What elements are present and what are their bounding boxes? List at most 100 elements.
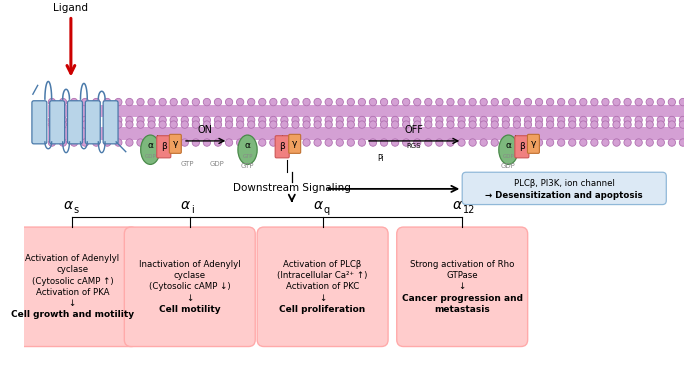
Circle shape xyxy=(314,116,321,124)
Circle shape xyxy=(646,116,653,124)
Circle shape xyxy=(270,99,277,106)
Circle shape xyxy=(635,139,643,146)
Circle shape xyxy=(236,139,244,146)
Circle shape xyxy=(92,139,100,146)
Circle shape xyxy=(547,121,553,128)
Circle shape xyxy=(590,121,598,128)
Circle shape xyxy=(590,99,598,106)
Text: OFF: OFF xyxy=(405,125,423,135)
Circle shape xyxy=(103,99,111,106)
Circle shape xyxy=(270,139,277,146)
Circle shape xyxy=(314,121,321,128)
Bar xyxy=(48,127,684,140)
Text: → Desensitization and apoptosis: → Desensitization and apoptosis xyxy=(486,191,643,200)
Circle shape xyxy=(624,116,632,124)
Circle shape xyxy=(103,121,111,128)
Circle shape xyxy=(425,121,432,128)
Circle shape xyxy=(369,116,377,124)
Text: metastasis: metastasis xyxy=(434,305,490,314)
FancyBboxPatch shape xyxy=(32,101,47,144)
Circle shape xyxy=(380,121,388,128)
Text: Inactivation of Adenylyl: Inactivation of Adenylyl xyxy=(139,260,240,269)
Circle shape xyxy=(60,121,66,128)
Circle shape xyxy=(458,139,465,146)
Circle shape xyxy=(270,121,277,128)
Circle shape xyxy=(602,139,609,146)
Circle shape xyxy=(247,139,255,146)
Circle shape xyxy=(303,99,310,106)
Circle shape xyxy=(391,99,399,106)
Circle shape xyxy=(114,116,122,124)
Circle shape xyxy=(214,99,222,106)
Circle shape xyxy=(491,139,499,146)
Circle shape xyxy=(203,139,210,146)
Circle shape xyxy=(148,139,155,146)
Circle shape xyxy=(369,121,377,128)
Circle shape xyxy=(314,139,321,146)
Circle shape xyxy=(403,99,410,106)
Circle shape xyxy=(336,116,343,124)
Circle shape xyxy=(414,116,421,124)
Circle shape xyxy=(236,116,244,124)
Circle shape xyxy=(668,99,675,106)
Circle shape xyxy=(513,99,521,106)
Circle shape xyxy=(60,99,66,106)
FancyBboxPatch shape xyxy=(124,227,256,346)
Circle shape xyxy=(613,99,620,106)
Circle shape xyxy=(547,99,553,106)
Circle shape xyxy=(458,116,465,124)
Circle shape xyxy=(192,121,199,128)
FancyBboxPatch shape xyxy=(397,227,527,346)
Circle shape xyxy=(436,116,443,124)
Circle shape xyxy=(469,116,476,124)
Text: β: β xyxy=(161,142,166,151)
Circle shape xyxy=(137,121,144,128)
Circle shape xyxy=(137,99,144,106)
Circle shape xyxy=(403,139,410,146)
Circle shape xyxy=(336,121,343,128)
Circle shape xyxy=(547,116,553,124)
FancyBboxPatch shape xyxy=(86,101,100,144)
Circle shape xyxy=(292,139,299,146)
Text: β: β xyxy=(519,142,525,151)
Circle shape xyxy=(513,121,521,128)
Circle shape xyxy=(347,139,354,146)
Text: GDP: GDP xyxy=(145,154,156,159)
Circle shape xyxy=(126,99,133,106)
Circle shape xyxy=(292,116,299,124)
Circle shape xyxy=(524,116,532,124)
Circle shape xyxy=(646,99,653,106)
Circle shape xyxy=(447,116,454,124)
Circle shape xyxy=(292,99,299,106)
Circle shape xyxy=(126,121,133,128)
Circle shape xyxy=(657,99,664,106)
Circle shape xyxy=(480,139,487,146)
Circle shape xyxy=(613,121,620,128)
Circle shape xyxy=(114,121,122,128)
Circle shape xyxy=(71,121,77,128)
Circle shape xyxy=(558,116,565,124)
Circle shape xyxy=(502,99,510,106)
Circle shape xyxy=(558,139,565,146)
Text: α: α xyxy=(147,141,153,150)
Text: Downstream Signaling: Downstream Signaling xyxy=(233,183,351,193)
Circle shape xyxy=(148,99,155,106)
Circle shape xyxy=(303,139,310,146)
Circle shape xyxy=(580,116,587,124)
Circle shape xyxy=(71,139,77,146)
Circle shape xyxy=(347,121,354,128)
Text: Cell motility: Cell motility xyxy=(159,305,221,314)
Circle shape xyxy=(137,116,144,124)
Text: γ: γ xyxy=(531,139,536,148)
Circle shape xyxy=(425,99,432,106)
Circle shape xyxy=(92,121,100,128)
Circle shape xyxy=(558,99,565,106)
FancyBboxPatch shape xyxy=(7,227,138,346)
Circle shape xyxy=(414,121,421,128)
Circle shape xyxy=(281,99,288,106)
Text: RGS: RGS xyxy=(407,143,421,149)
Circle shape xyxy=(391,116,399,124)
Circle shape xyxy=(92,116,100,124)
Circle shape xyxy=(336,99,343,106)
Text: PLCβ, PI3K, ion channel: PLCβ, PI3K, ion channel xyxy=(514,179,614,188)
